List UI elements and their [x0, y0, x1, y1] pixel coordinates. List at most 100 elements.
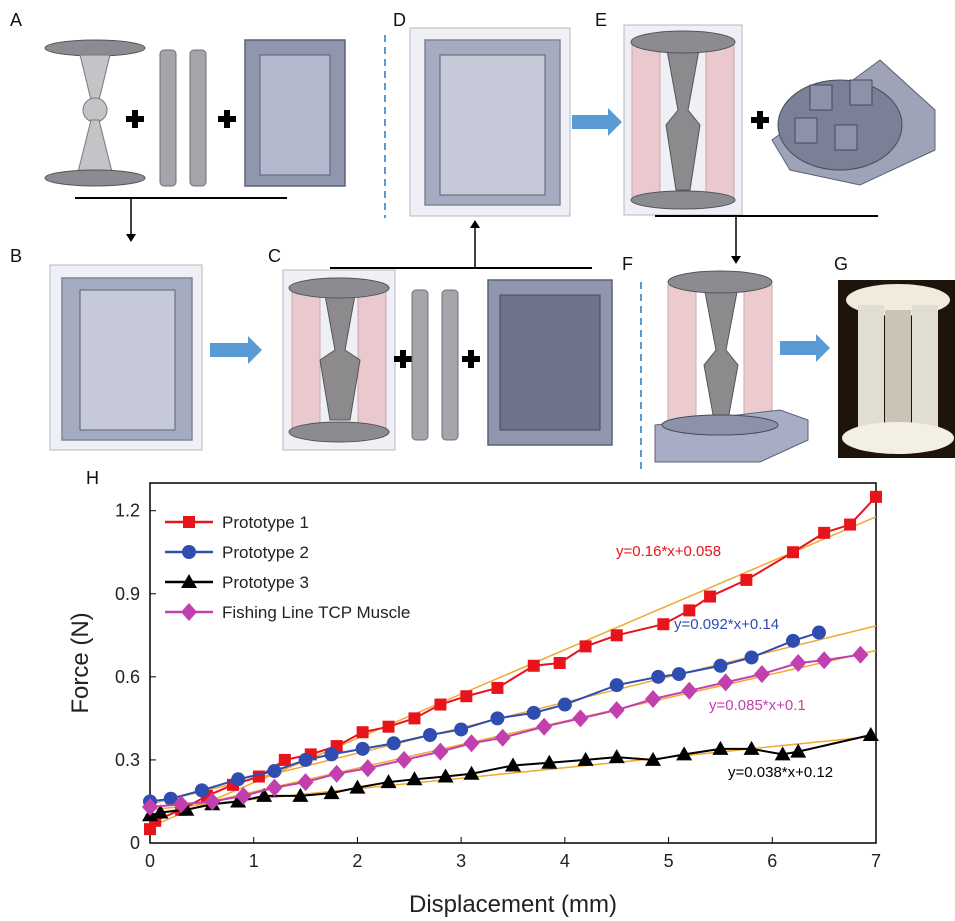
marker: [609, 749, 625, 763]
marker: [536, 718, 552, 736]
marker: [432, 743, 448, 761]
panel-label: E: [595, 10, 607, 30]
marker: [704, 591, 716, 603]
marker: [611, 629, 623, 641]
panel-label: D: [393, 10, 406, 30]
legend-label: Prototype 2: [222, 543, 309, 562]
marker: [844, 519, 856, 531]
panel-label: G: [834, 254, 848, 274]
marker: [558, 698, 572, 712]
marker: [434, 699, 446, 711]
marker: [740, 574, 752, 586]
marker: [491, 682, 503, 694]
x-tick-label: 1: [249, 851, 259, 871]
marker: [356, 742, 370, 756]
marker: [610, 678, 624, 692]
panel-g-photo: [838, 280, 955, 458]
marker: [645, 690, 661, 708]
panel-a-art: [45, 40, 345, 242]
y-axis-label: Force (N): [67, 612, 94, 713]
panel-f-art: [655, 271, 830, 462]
marker: [329, 765, 345, 783]
marker: [718, 673, 734, 691]
marker: [745, 650, 759, 664]
x-tick-label: 6: [767, 851, 777, 871]
panel-d-art: [410, 28, 570, 216]
panel-label: B: [10, 246, 22, 266]
y-tick-label: 0.6: [115, 667, 140, 687]
x-tick-label: 2: [352, 851, 362, 871]
y-tick-label: 0.3: [115, 750, 140, 770]
panel-label: A: [10, 10, 22, 30]
marker: [396, 751, 412, 769]
marker: [357, 726, 369, 738]
panel-label: H: [86, 468, 99, 488]
marker: [423, 728, 437, 742]
panel-label: C: [268, 246, 281, 266]
marker: [495, 729, 511, 747]
marker: [554, 657, 566, 669]
y-tick-label: 1.2: [115, 501, 140, 521]
marker: [572, 709, 588, 727]
marker: [651, 670, 665, 684]
marker: [454, 722, 468, 736]
marker: [298, 773, 314, 791]
marker: [812, 626, 826, 640]
marker: [657, 618, 669, 630]
marker: [360, 759, 376, 777]
marker: [713, 659, 727, 673]
marker: [527, 706, 541, 720]
marker: [460, 690, 472, 702]
marker: [266, 779, 282, 797]
marker: [580, 640, 592, 652]
marker: [787, 546, 799, 558]
marker: [870, 491, 882, 503]
legend-label: Prototype 1: [222, 513, 309, 532]
legend-marker: [182, 545, 196, 559]
marker: [683, 604, 695, 616]
marker: [267, 764, 281, 778]
marker: [464, 734, 480, 752]
marker: [786, 634, 800, 648]
marker: [528, 660, 540, 672]
marker: [279, 754, 291, 766]
x-tick-label: 4: [560, 851, 570, 871]
x-axis-label: Displacement (mm): [409, 891, 617, 918]
marker: [387, 736, 401, 750]
panel-label: F: [622, 254, 633, 274]
chart-h: H Displacement (mm) Force (N) 0 1 2 3 4 5 6 7 0 0…: [67, 468, 882, 918]
x-tick-label: 3: [456, 851, 466, 871]
marker: [818, 527, 830, 539]
marker: [231, 772, 245, 786]
marker: [672, 667, 686, 681]
x-tick-label: 5: [664, 851, 674, 871]
figure: A B C D E: [0, 0, 955, 921]
fit-equation: y=0.038*x+0.12: [728, 764, 833, 781]
illustrations: A B C D E: [10, 10, 955, 470]
panel-c-art: [283, 220, 612, 450]
legend-marker: [183, 516, 195, 528]
y-tick-label: 0.9: [115, 584, 140, 604]
legend-marker: [181, 603, 197, 621]
marker: [754, 665, 770, 683]
marker: [383, 721, 395, 733]
marker: [609, 701, 625, 719]
marker: [681, 682, 697, 700]
marker: [490, 711, 504, 725]
marker: [325, 747, 339, 761]
y-tick-label: 0: [130, 833, 140, 853]
fit-equation: y=0.092*x+0.14: [674, 616, 779, 633]
fit-equation: y=0.085*x+0.1: [709, 697, 806, 714]
marker: [408, 712, 420, 724]
marker: [195, 783, 209, 797]
marker: [299, 753, 313, 767]
legend-label: Prototype 3: [222, 573, 309, 592]
panel-b-art: [50, 265, 262, 450]
fit-equation: y=0.16*x+0.058: [616, 543, 721, 560]
marker: [852, 646, 868, 664]
panel-e-art: [572, 25, 935, 264]
legend-label: Fishing Line TCP Muscle: [222, 603, 410, 622]
x-tick-label: 0: [145, 851, 155, 871]
x-tick-label: 7: [871, 851, 881, 871]
plot-frame: [150, 483, 876, 843]
